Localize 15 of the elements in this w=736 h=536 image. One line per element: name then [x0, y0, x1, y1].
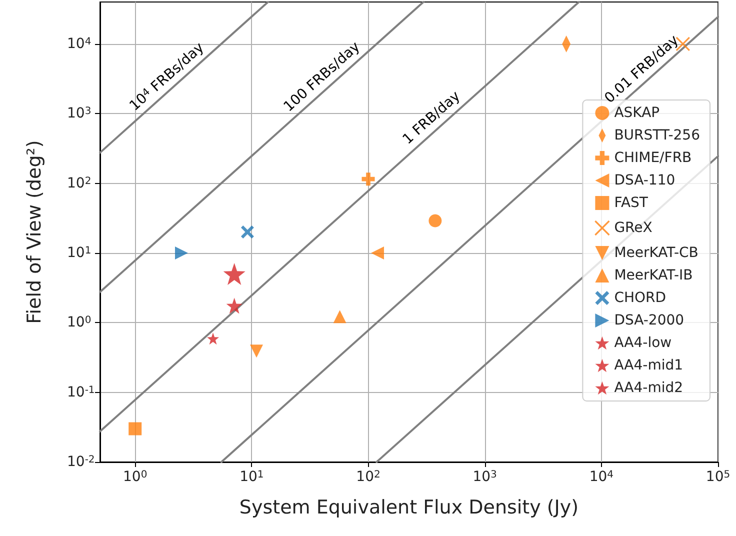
legend-label: MeerKAT-CB — [614, 245, 698, 261]
legend-label: BURSTT-256 — [614, 128, 700, 144]
legend-label: ASKAP — [614, 105, 660, 121]
legend-label: CHIME/FRB — [614, 150, 692, 166]
legend-label: MeerKAT-IB — [614, 268, 693, 284]
legend-label: DSA-110 — [614, 172, 676, 188]
legend-label: GReX — [614, 220, 653, 236]
legend-label: FAST — [614, 195, 648, 211]
y-axis-title: Field of View (deg²) — [24, 140, 46, 324]
legend-label: AA4-mid2 — [614, 380, 684, 396]
legend-label: AA4-mid1 — [614, 358, 684, 374]
legend-label: AA4-low — [614, 335, 672, 351]
legend-label: DSA-2000 — [614, 312, 684, 328]
legend-label: CHORD — [614, 290, 666, 306]
x-axis-title: System Equivalent Flux Density (Jy) — [239, 496, 579, 518]
